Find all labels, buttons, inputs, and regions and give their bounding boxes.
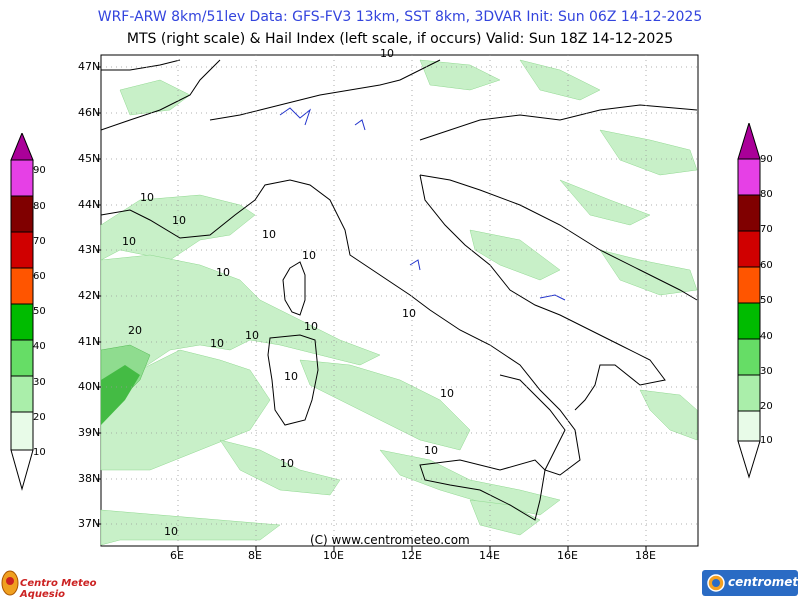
graticule [101,55,698,546]
lon-label: 16E [557,549,578,562]
copyright-text: (C) www.centrometeo.com [310,533,470,547]
coastlines [100,59,698,521]
lon-label: 10E [323,549,344,562]
mts-field [100,59,698,546]
mts-scale-label: 10 [760,435,773,446]
lat-label: 37N [78,517,101,530]
lat-label: 38N [78,472,101,485]
lat-label: 47N [78,60,101,73]
right-logo-label: centrometeo [728,575,800,589]
lat-label: 43N [78,243,101,256]
lat-label: 40N [78,380,101,393]
contour-label: 10 [402,307,416,320]
lon-label: 6E [170,549,184,562]
contour-label: 10 [216,266,230,279]
hail-scale-label: 60 [33,271,46,282]
contour-label: 10 [140,191,154,204]
mts-scale-label: 40 [760,331,773,342]
contour-label: 10 [284,370,298,383]
lon-label: 14E [479,549,500,562]
contour-label: 10 [440,387,454,400]
lon-label: 18E [635,549,656,562]
lat-label: 45N [78,152,101,165]
frame-ticks [96,66,647,551]
contour-label: 10 [262,228,276,241]
contour-label: 10 [164,525,178,538]
contour-label: 20 [128,324,142,337]
centro-meteo-aquesio-logo[interactable]: Centro Meteo Aquesio [0,570,120,600]
valid-time-title: MTS (right scale) & Hail Index (left sca… [126,31,674,47]
lat-label: 42N [78,289,101,302]
centrometeo-logo[interactable]: centrometeo [702,570,800,596]
contour-label: 10 [172,214,186,227]
hail-scale-label: 20 [33,412,46,423]
lon-label: 8E [248,549,262,562]
lon-label: 12E [401,549,422,562]
left-logo-label: Centro Meteo Aquesio [20,578,97,600]
lat-label: 44N [78,198,101,211]
mts-scale-label: 80 [760,189,773,200]
contour-label-group: 10 10 10 10 10 20 10 10 10 10 10 10 10 1… [122,47,454,538]
mts-scale-label: 20 [760,401,773,412]
hail-scale-label: 10 [33,447,46,458]
mts-scale-label: 50 [760,295,773,306]
hail-index-marks [279,107,566,301]
hail-scale-label: 90 [33,165,46,176]
lat-label: 46N [78,106,101,119]
logo-globe-icon [707,574,725,592]
hail-scale-label: 30 [33,377,46,388]
mts-scale-label: 90 [760,154,773,165]
hail-scale-label: 70 [33,236,46,247]
mts-field-30 [101,365,140,425]
model-info-title: WRF-ARW 8km/51lev Data: GFS-FV3 13km, SS… [97,9,703,25]
mts-scale-label: 30 [760,366,773,377]
hail-scale-label: 80 [33,201,46,212]
hail-index-scale [10,133,34,491]
contour-label: 10 [122,235,136,248]
mts-scale-label: 60 [760,260,773,271]
hail-scale-label: 40 [33,341,46,352]
contour-label: 10 [245,329,259,342]
lat-label: 39N [78,426,101,439]
mts-scale-label: 70 [760,224,773,235]
lat-label: 41N [78,335,101,348]
hail-scale-label: 50 [33,306,46,317]
contour-label: 10 [304,320,318,333]
logo-emblem-icon [1,570,19,596]
contour-label: 10 [210,337,224,350]
contour-label: 10 [380,47,394,60]
contour-label: 10 [424,444,438,457]
contour-label: 10 [280,457,294,470]
contour-label: 10 [302,249,316,262]
mts-scale [737,123,761,479]
